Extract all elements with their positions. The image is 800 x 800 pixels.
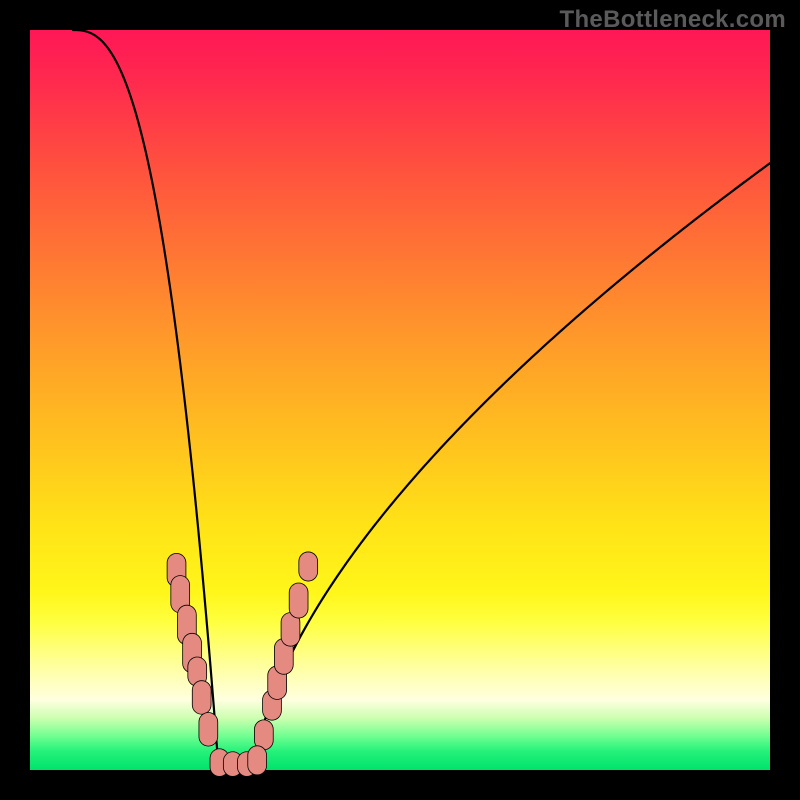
watermark-text: TheBottleneck.com xyxy=(560,6,786,34)
chart-svg xyxy=(0,0,800,800)
plot-area xyxy=(30,30,770,770)
chart-root: TheBottleneck.com xyxy=(0,0,800,800)
